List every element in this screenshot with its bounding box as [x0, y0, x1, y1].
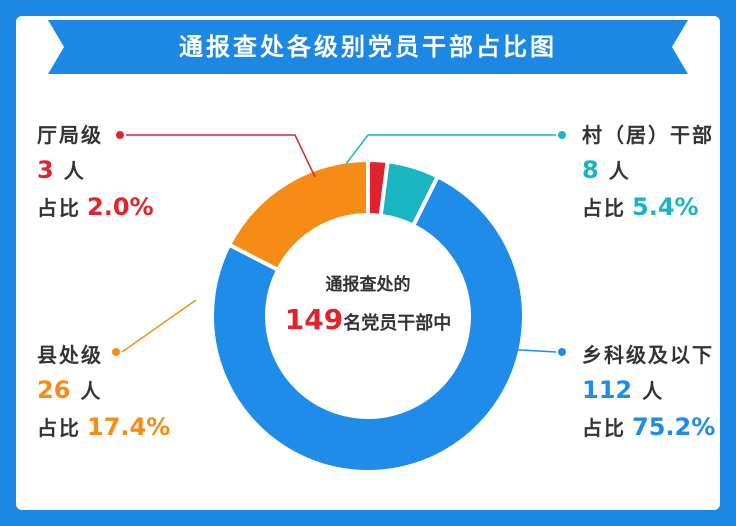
leader-township-dot: [558, 348, 566, 356]
label-count-township: 112 人: [582, 375, 662, 404]
count-unit: 人: [63, 159, 84, 183]
count-value: 112: [582, 376, 633, 404]
count-value: 3: [37, 156, 54, 184]
label-percent-county: 占比 17.4%: [37, 412, 170, 441]
title-ribbon: [48, 20, 688, 74]
center-line-1: 通报查处的: [325, 275, 411, 295]
label-percent-ting-ju: 占比 2.0%: [37, 192, 154, 221]
chart-title: 通报查处各级别党员干部占比图: [179, 33, 557, 61]
title-banner: 通报查处各级别党员干部占比图: [48, 20, 688, 74]
label-name-township: 乡科级及以下: [582, 343, 714, 367]
label-name-village: 村（居）干部: [582, 123, 714, 147]
leader-ting-ju-dot: [116, 131, 124, 139]
count-value: 26: [37, 376, 71, 404]
label-name-ting-ju: 厅局级: [37, 123, 103, 147]
label-count-county: 26 人: [37, 375, 100, 404]
count-unit: 人: [642, 379, 663, 403]
center-line-2: 149名党员干部中: [270, 303, 466, 336]
leader-county-dot: [112, 348, 120, 356]
count-unit: 人: [80, 379, 101, 403]
percent-value: 5.4%: [632, 193, 699, 221]
count-value: 8: [582, 156, 599, 184]
count-unit: 人: [608, 159, 629, 183]
label-percent-village: 占比 5.4%: [582, 192, 699, 221]
percent-value: 17.4%: [87, 413, 171, 441]
percent-value: 2.0%: [87, 193, 154, 221]
slice-township: [210, 173, 526, 474]
slice-county: [226, 157, 370, 273]
center-total: 149: [284, 303, 344, 336]
percent-prefix: 占比: [37, 196, 81, 220]
label-percent-township: 占比 75.2%: [582, 412, 715, 441]
leader-ting-ju: [126, 134, 316, 178]
percent-prefix: 占比: [582, 416, 626, 440]
label-name-county: 县处级: [37, 343, 103, 367]
leader-township: [484, 347, 557, 353]
center-line-2-text: 名党员干部中: [343, 313, 452, 334]
percent-value: 75.2%: [632, 413, 716, 441]
percent-prefix: 占比: [37, 416, 81, 440]
leader-village-dot: [558, 131, 566, 139]
percent-prefix: 占比: [582, 196, 626, 220]
leader-county: [121, 299, 197, 353]
leader-village: [345, 134, 556, 165]
